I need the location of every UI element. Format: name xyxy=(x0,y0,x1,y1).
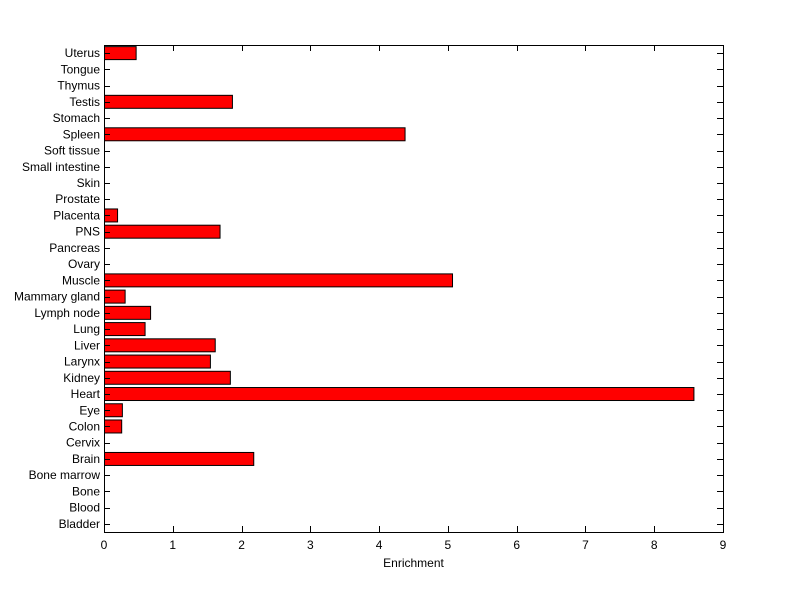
bars-group xyxy=(105,47,694,466)
y-tick-label-ovary: Ovary xyxy=(68,257,100,271)
y-tick-label-larynx: Larynx xyxy=(64,355,100,369)
y-tick-label-liver: Liver xyxy=(74,338,100,352)
x-ticks-group: 0 1 2 3 4 5 6 7 8 9 xyxy=(101,45,727,552)
y-tick-label-soft-tissue: Soft tissue xyxy=(44,144,100,158)
y-tick-label-colon: Colon xyxy=(69,419,100,433)
y-tick-label-pns: PNS xyxy=(75,225,100,239)
x-axis-label: Enrichment xyxy=(383,556,444,570)
y-tick-label-heart: Heart xyxy=(71,387,101,401)
y-tick-label-uterus: Uterus xyxy=(65,46,100,60)
x-tick-label-7: 7 xyxy=(582,538,589,552)
y-tick-label-mammary-gland: Mammary gland xyxy=(14,290,100,304)
x-tick-label-5: 5 xyxy=(445,538,452,552)
x-tick-label-1: 1 xyxy=(169,538,176,552)
bar-lung xyxy=(105,323,146,336)
y-tick-label-skin: Skin xyxy=(77,176,100,190)
bar-brain xyxy=(105,452,254,465)
y-tick-label-kidney: Kidney xyxy=(63,371,100,385)
y-tick-label-tongue: Tongue xyxy=(61,62,101,76)
y-tick-label-bone-marrow: Bone marrow xyxy=(29,468,101,482)
bar-mammary-gland xyxy=(105,290,126,303)
x-tick-label-9: 9 xyxy=(720,538,727,552)
x-tick-label-6: 6 xyxy=(513,538,520,552)
x-tick-label-4: 4 xyxy=(376,538,383,552)
x-tick-label-8: 8 xyxy=(651,538,658,552)
y-tick-label-pancreas: Pancreas xyxy=(49,241,100,255)
y-tick-label-bladder: Bladder xyxy=(59,517,100,531)
bar-larynx xyxy=(105,355,211,368)
x-tick-label-3: 3 xyxy=(307,538,314,552)
y-tick-label-bone: Bone xyxy=(72,484,100,498)
y-tick-label-small-intestine: Small intestine xyxy=(22,160,100,174)
y-tick-label-testis: Testis xyxy=(69,95,100,109)
bar-muscle xyxy=(105,274,453,287)
bar-liver xyxy=(105,339,216,352)
y-tick-label-brain: Brain xyxy=(72,452,100,466)
y-tick-label-muscle: Muscle xyxy=(62,273,100,287)
bar-kidney xyxy=(105,371,231,384)
y-tick-label-blood: Blood xyxy=(69,501,100,515)
bar-testis xyxy=(105,95,233,108)
bar-lymph-node xyxy=(105,306,151,319)
y-tick-label-lymph-node: Lymph node xyxy=(34,306,100,320)
y-tick-label-cervix: Cervix xyxy=(66,436,100,450)
y-tick-label-eye: Eye xyxy=(79,403,100,417)
y-tick-label-prostate: Prostate xyxy=(55,192,100,206)
bar-pns xyxy=(105,225,221,238)
x-tick-label-2: 2 xyxy=(238,538,245,552)
bar-heart xyxy=(105,388,694,401)
bar-spleen xyxy=(105,128,406,141)
y-tick-label-placenta: Placenta xyxy=(53,208,100,222)
x-tick-label-0: 0 xyxy=(101,538,108,552)
y-tick-label-thymus: Thymus xyxy=(57,79,100,93)
y-tick-label-stomach: Stomach xyxy=(53,111,100,125)
y-tick-label-lung: Lung xyxy=(73,322,100,336)
y-tick-label-spleen: Spleen xyxy=(63,127,100,141)
